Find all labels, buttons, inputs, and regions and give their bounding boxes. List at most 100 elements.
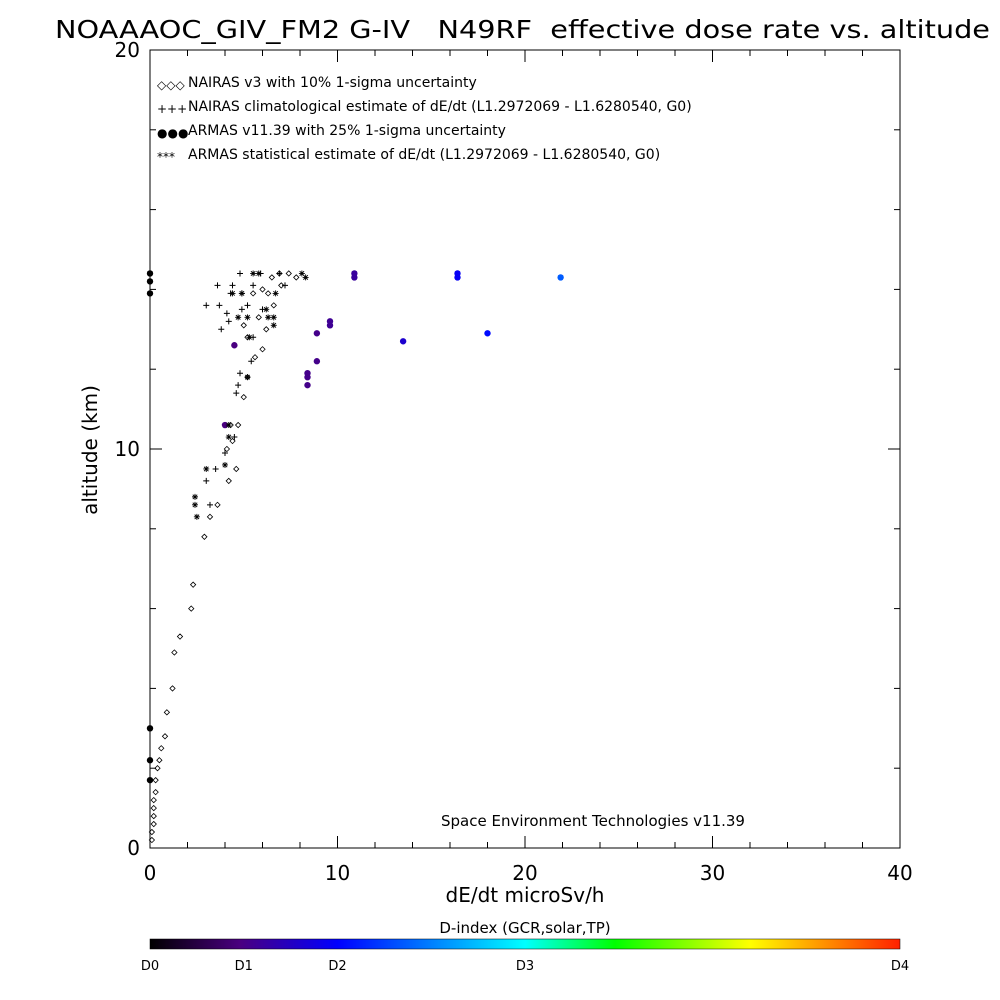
nairas-point bbox=[158, 745, 165, 752]
nairas-point bbox=[251, 354, 259, 361]
x-tick-label: 40 bbox=[887, 861, 912, 885]
armas-stat-point bbox=[246, 334, 253, 341]
nairas-clim-point bbox=[276, 270, 283, 277]
nairas-clim-point bbox=[282, 282, 288, 289]
armas-point bbox=[313, 330, 321, 337]
nairas-clim-point bbox=[233, 390, 240, 397]
armas-stat-point bbox=[193, 513, 200, 520]
nairas-point bbox=[229, 437, 236, 445]
colorbar bbox=[149, 938, 901, 950]
x-axis-label: dE/dt microSv/h bbox=[446, 883, 605, 907]
legend-symbol: ●●● bbox=[157, 126, 188, 140]
armas-stat-point bbox=[263, 306, 270, 313]
armas-stat-point bbox=[225, 434, 232, 441]
nairas-clim-point bbox=[216, 302, 223, 309]
nairas-point bbox=[163, 709, 171, 716]
colorbar-label: D-index (GCR,solar,TP) bbox=[439, 919, 610, 937]
armas-point bbox=[313, 358, 321, 365]
nairas-point bbox=[268, 274, 276, 281]
armas-stat-point bbox=[235, 314, 242, 321]
armas-point bbox=[304, 369, 311, 377]
armas-point bbox=[146, 776, 154, 784]
legend-label: NAIRAS climatological estimate of dE/dt … bbox=[188, 99, 692, 115]
nairas-point bbox=[278, 282, 285, 289]
nairas-clim-point bbox=[237, 370, 243, 377]
nairas-point bbox=[169, 685, 176, 692]
y-tick-label: 10 bbox=[115, 437, 140, 461]
armas-stat-point bbox=[302, 274, 309, 281]
y-axis-label: altitude (km) bbox=[78, 385, 102, 515]
nairas-point bbox=[255, 314, 262, 321]
nairas-point bbox=[148, 828, 156, 836]
armas-point bbox=[399, 338, 407, 345]
nairas-point bbox=[249, 290, 257, 297]
colorbar-tick-label: D1 bbox=[235, 959, 253, 974]
armas-point bbox=[146, 725, 154, 732]
nairas-point bbox=[201, 533, 208, 540]
colorbar-ticks: D0 D1 D2 D3 D4 bbox=[141, 959, 909, 974]
x-tick-label: 30 bbox=[700, 861, 725, 885]
nairas-clim-point bbox=[229, 282, 236, 289]
armas-stat-point bbox=[244, 374, 251, 381]
nairas-clim-point bbox=[248, 358, 255, 365]
nairas-point bbox=[233, 465, 240, 473]
nairas-point bbox=[259, 346, 266, 353]
armas-point bbox=[146, 270, 154, 277]
colorbar-tick-label: D0 bbox=[141, 959, 159, 974]
nairas-point bbox=[176, 633, 184, 640]
armas-stat-point bbox=[244, 314, 251, 321]
chart-title: NOAAAOC_GIV_FM2 G-IV N49RF effective dos… bbox=[55, 15, 990, 44]
nairas-clim-point bbox=[237, 270, 243, 277]
armas-stat-point bbox=[270, 322, 277, 329]
nairas-clim-point bbox=[222, 449, 228, 456]
legend-symbol: +++ bbox=[157, 102, 187, 116]
nairas-point bbox=[214, 501, 221, 509]
colorbar-tick-label: D4 bbox=[891, 959, 909, 974]
legend-symbol: ◇◇◇ bbox=[157, 78, 185, 92]
nairas-point bbox=[206, 513, 214, 520]
nairas-clim-point bbox=[203, 302, 210, 309]
nairas-point bbox=[161, 733, 169, 740]
armas-point bbox=[146, 757, 154, 764]
legend-label: NAIRAS v3 with 10% 1-sigma uncertainty bbox=[188, 75, 477, 91]
nairas-point bbox=[223, 445, 231, 453]
armas-point bbox=[557, 274, 564, 281]
armas-point bbox=[351, 270, 358, 277]
nairas-point bbox=[293, 274, 300, 281]
nairas-point bbox=[148, 836, 156, 844]
nairas-clim-point bbox=[218, 326, 225, 333]
armas-stat-point bbox=[265, 314, 272, 321]
nairas-clim-point bbox=[244, 302, 251, 309]
y-tick-labels: 0 10 20 bbox=[115, 38, 140, 860]
armas-point bbox=[454, 270, 461, 277]
nairas-clim-point bbox=[225, 318, 232, 325]
nairas-point bbox=[240, 393, 247, 401]
armas-stat-point bbox=[192, 493, 198, 500]
x-tick-labels: 0 10 20 30 40 bbox=[144, 861, 913, 885]
legend-label: ARMAS v11.39 with 25% 1-sigma uncertaint… bbox=[188, 123, 506, 139]
nairas-clim-point bbox=[203, 477, 210, 484]
armas-stat-point bbox=[250, 270, 257, 277]
nairas-point bbox=[171, 649, 178, 656]
armas-point bbox=[146, 278, 154, 285]
nairas-point bbox=[188, 605, 195, 612]
armas-stat-point bbox=[222, 461, 228, 468]
armas-stat-point bbox=[298, 270, 305, 277]
nairas-point bbox=[152, 777, 159, 784]
y-tick-label: 0 bbox=[127, 836, 140, 860]
armas-stat-point bbox=[203, 465, 210, 472]
nairas-point bbox=[263, 326, 270, 333]
armas-stat-point bbox=[192, 501, 198, 508]
legend-symbol: *** bbox=[157, 150, 175, 164]
colorbar-tick-label: D3 bbox=[516, 959, 534, 974]
nairas-point bbox=[285, 270, 292, 277]
nairas-point bbox=[259, 286, 266, 293]
nairas-point bbox=[240, 322, 247, 329]
colorbar-tick-label: D2 bbox=[328, 959, 346, 974]
nairas-point bbox=[189, 581, 197, 588]
nairas-clim-point bbox=[231, 434, 238, 441]
nairas-point bbox=[234, 421, 242, 429]
armas-point bbox=[146, 290, 154, 297]
armas-stat-point bbox=[229, 290, 236, 297]
armas-stat-point bbox=[225, 422, 232, 429]
